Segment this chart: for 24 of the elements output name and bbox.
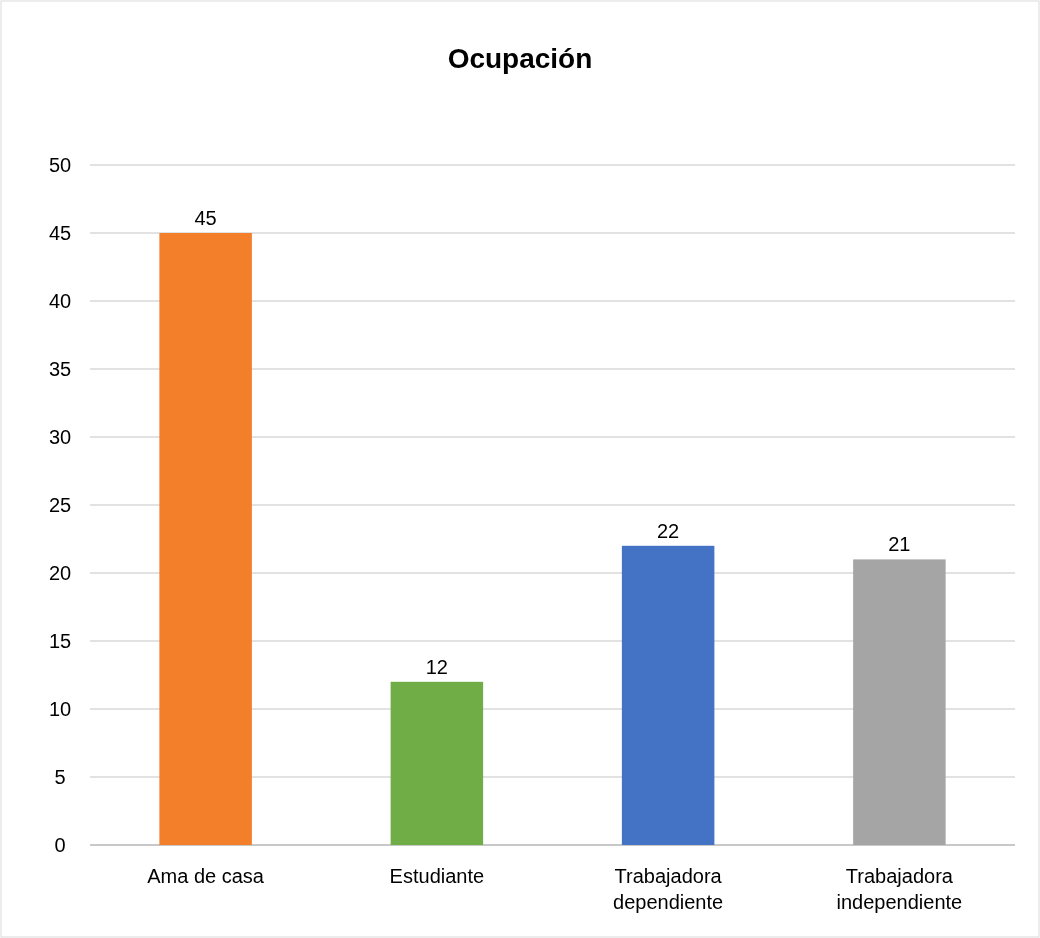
y-tick-label: 10	[48, 698, 72, 720]
x-tick-label: Ama de casa	[147, 865, 265, 887]
x-tick-label: Trabajadora independiente	[836, 865, 963, 913]
bar	[621, 545, 715, 845]
data-label: 22	[657, 519, 680, 542]
y-tick-label: 35	[48, 358, 72, 380]
data-label: 21	[888, 533, 911, 556]
data-label: 45	[194, 207, 217, 229]
data-label: 12	[425, 655, 448, 678]
chart-title: Ocupación	[447, 43, 593, 74]
y-tick-label: 30	[48, 426, 72, 448]
y-tick-label: 45	[48, 222, 72, 244]
x-tick-label: Trabajadora dependiente	[613, 865, 724, 913]
bar	[159, 233, 252, 845]
y-tick-label: 0	[54, 834, 66, 856]
bar	[853, 559, 946, 845]
y-tick-label: 25	[48, 494, 72, 516]
y-tick-label: 40	[48, 290, 72, 312]
y-tick-label: 20	[48, 562, 72, 584]
y-tick-label: 50	[48, 154, 72, 176]
y-tick-label: 15	[48, 630, 72, 652]
x-tick-label: Estudiante	[389, 865, 485, 887]
bar	[390, 681, 484, 845]
y-tick-label: 5	[54, 766, 66, 788]
